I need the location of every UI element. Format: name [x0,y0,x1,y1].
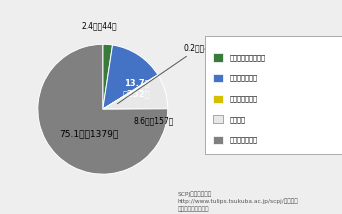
Wedge shape [103,45,158,109]
Text: SCPJデータベース
http://www.tulips.tsukuba.ac.jp/scpj/による。
括弧内は学協会数。: SCPJデータベース http://www.tulips.tsukuba.ac.… [178,191,299,212]
Text: 0.2％（4）: 0.2％（4） [117,43,215,104]
Text: 査読前論文のみ: 査読前論文のみ [230,95,258,102]
Text: 査読前・査読後両方: 査読前・査読後両方 [230,54,266,61]
FancyBboxPatch shape [213,54,223,62]
Text: 75.1％（1379）: 75.1％（1379） [59,129,118,138]
Wedge shape [103,44,113,109]
FancyBboxPatch shape [213,136,223,144]
FancyBboxPatch shape [213,74,223,82]
Wedge shape [103,75,158,109]
FancyBboxPatch shape [213,95,223,103]
Text: 検討中・未回答: 検討中・未回答 [230,137,258,143]
FancyBboxPatch shape [213,115,223,123]
Text: 査読後論文のみ: 査読後論文のみ [230,75,258,82]
Wedge shape [103,76,168,109]
Text: 認めない: 認めない [230,116,246,123]
Text: 8.6％（157）: 8.6％（157） [133,116,174,125]
Wedge shape [38,44,168,174]
Text: 2.4％（44）: 2.4％（44） [82,22,117,31]
Text: 13.7％
（252）: 13.7％ （252） [123,79,150,98]
